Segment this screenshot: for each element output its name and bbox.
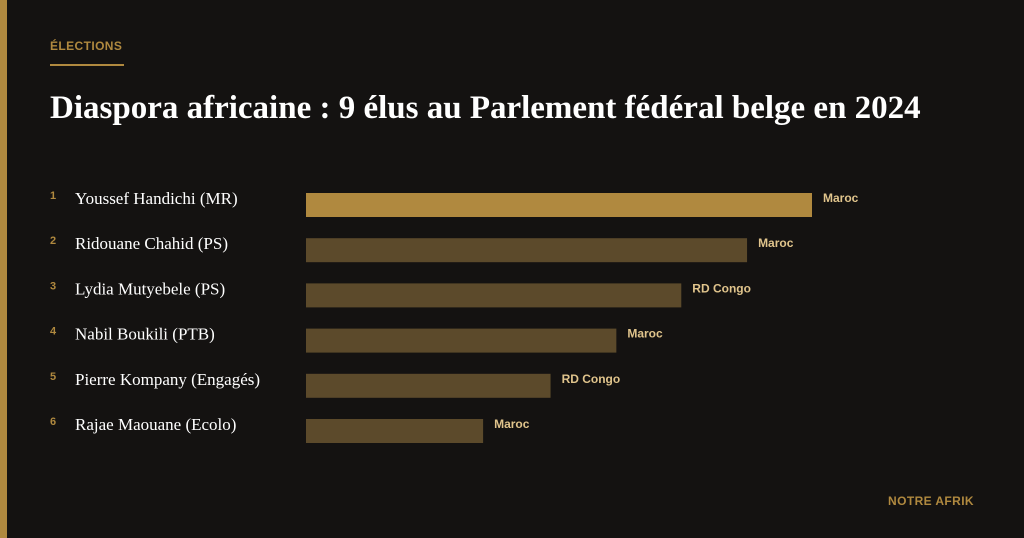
page-title: Diaspora africaine : 9 élus au Parlement…: [50, 90, 921, 126]
data-label: Maroc: [823, 191, 859, 205]
category-label: Rajae Maouane (Ecolo): [75, 415, 236, 434]
rank-number: 6: [50, 416, 56, 428]
category-label: Youssef Handichi (MR): [75, 189, 238, 208]
bar: [306, 373, 551, 398]
rank-number: 2: [50, 235, 56, 247]
category-label: Ridouane Chahid (PS): [75, 234, 228, 253]
data-label: Maroc: [758, 236, 794, 250]
rank-number: 3: [50, 280, 56, 292]
accent-bar: [0, 0, 7, 538]
bar: [306, 193, 812, 217]
brand-footer: NOTRE AFRIK: [888, 494, 974, 508]
data-label: Maroc: [627, 327, 663, 341]
kicker-rule: [50, 64, 124, 66]
category-label: Nabil Boukili (PTB): [75, 325, 215, 344]
data-label: RD Congo: [562, 372, 621, 386]
rank-number: 5: [50, 371, 56, 383]
data-label: Maroc: [494, 417, 530, 431]
category-label: Lydia Mutyebele (PS): [75, 279, 225, 298]
bar: [306, 419, 484, 443]
bar: [306, 238, 748, 263]
rank-number: 4: [50, 326, 57, 338]
category-label: Pierre Kompany (Engagés): [75, 370, 260, 389]
rank-number: 1: [50, 190, 56, 202]
bar: [306, 328, 617, 353]
data-label: RD Congo: [692, 281, 751, 295]
bar: [306, 283, 682, 308]
section-kicker: ÉLECTIONS: [50, 39, 123, 53]
